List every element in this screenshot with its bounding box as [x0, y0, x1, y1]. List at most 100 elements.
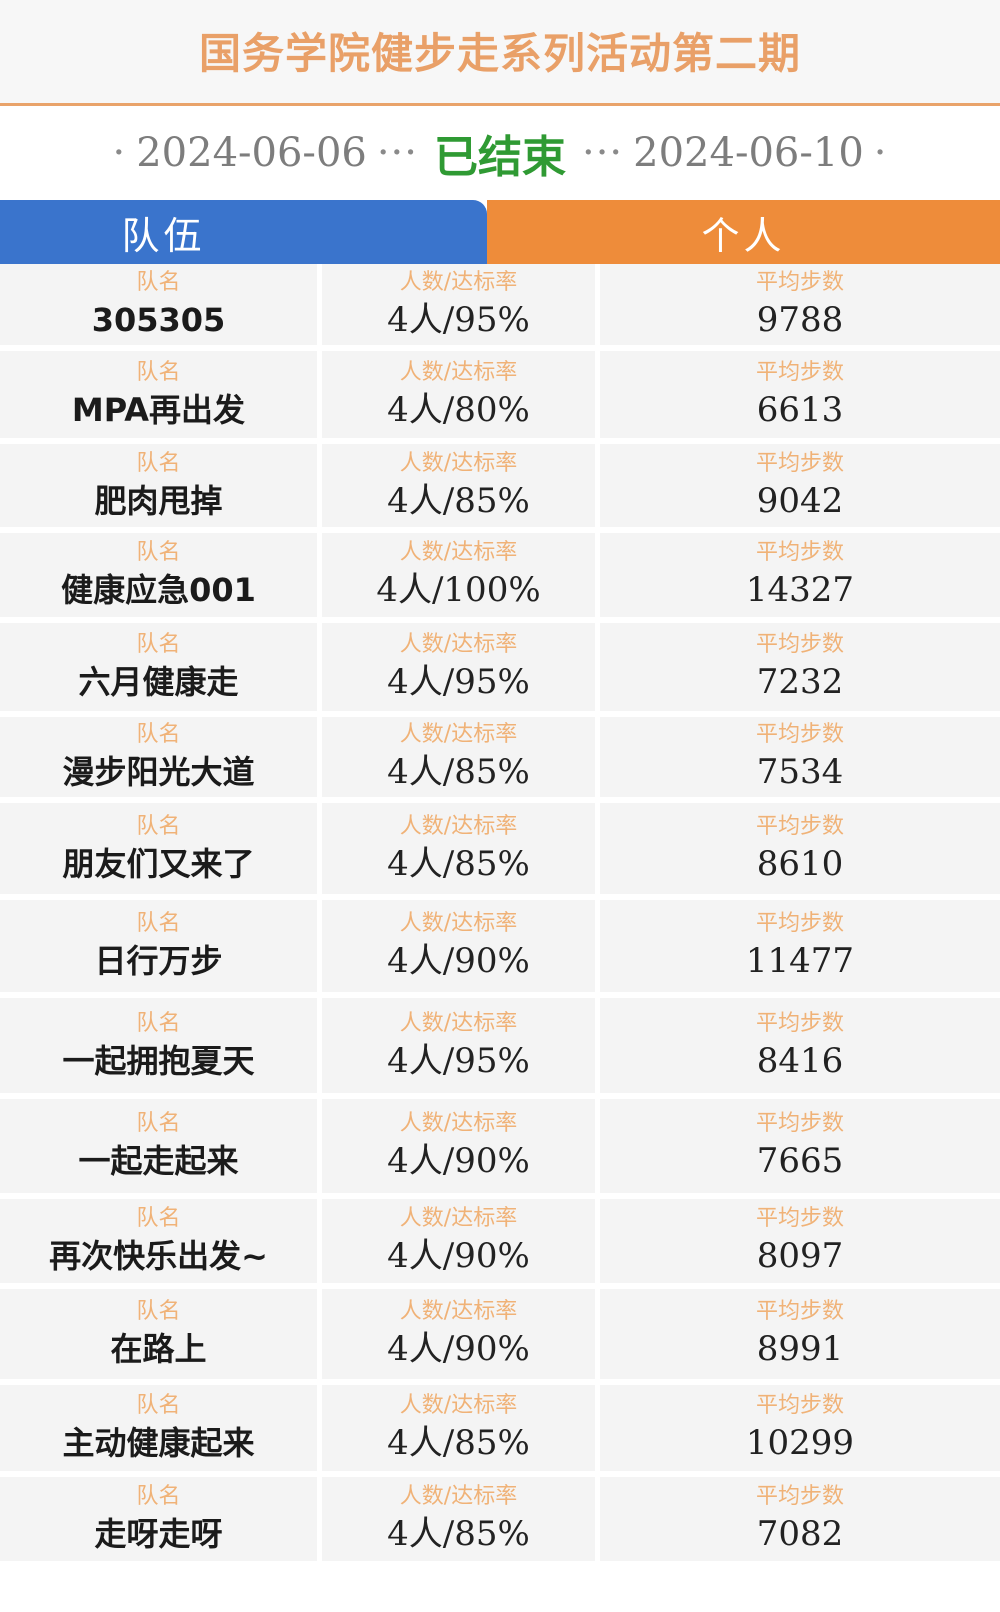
tab-personal[interactable]: 个人	[487, 200, 1000, 264]
members-rate-label: 人数/达标率	[399, 359, 518, 385]
team-row[interactable]: 队名 健康应急001 人数/达标率 4人/100% 平均步数 14327	[0, 533, 1000, 623]
avg-steps-value: 7534	[756, 752, 844, 792]
team-name-cell: 队名 再次快乐出发~	[0, 1199, 322, 1283]
team-row[interactable]: 队名 一起拥抱夏天 人数/达标率 4人/95% 平均步数 8416	[0, 998, 1000, 1099]
team-name-label: 队名	[136, 1010, 181, 1036]
members-rate-value: 4人/85%	[387, 1514, 530, 1554]
team-name-label: 队名	[136, 632, 181, 657]
avg-steps-cell: 平均步数 8416	[600, 998, 1000, 1093]
team-name-label: 队名	[136, 1111, 181, 1136]
date-range-bar: · 2024-06-06 ··· 已结束 ··· 2024-06-10 ·	[0, 106, 1000, 200]
team-row[interactable]: 队名 再次快乐出发~ 人数/达标率 4人/90% 平均步数 8097	[0, 1199, 1000, 1289]
members-rate-value: 4人/95%	[387, 299, 530, 340]
members-rate-value: 4人/85%	[387, 480, 530, 521]
members-rate-value: 4人/100%	[376, 570, 541, 610]
members-rate-cell: 人数/达标率 4人/85%	[322, 444, 600, 527]
avg-steps-cell: 平均步数 9788	[600, 264, 1000, 345]
team-name-label: 队名	[136, 722, 181, 747]
team-row[interactable]: 队名 朋友们又来了 人数/达标率 4人/85% 平均步数 8610	[0, 803, 1000, 900]
team-row[interactable]: 队名 日行万步 人数/达标率 4人/90% 平均步数 11477	[0, 900, 1000, 998]
avg-steps-value: 10299	[745, 1423, 855, 1463]
team-name: 主动健康起来	[62, 1424, 255, 1462]
ellipsis-separator: ···	[582, 130, 624, 176]
avg-steps-cell: 平均步数 7665	[600, 1099, 1000, 1193]
members-rate-cell: 人数/达标率 4人/85%	[322, 1477, 600, 1561]
team-list: 队名 305305 人数/达标率 4人/95% 平均步数 9788 队名 MPA再出发 人数/达…	[0, 264, 1000, 1567]
team-row[interactable]: 队名 MPA再出发 人数/达标率 4人/80% 平均步数 6613	[0, 351, 1000, 444]
tab-team[interactable]: 队伍	[0, 200, 487, 264]
members-rate-label: 人数/达标率	[399, 632, 518, 657]
avg-steps-label: 平均步数	[755, 1206, 844, 1231]
avg-steps-value: 6613	[756, 389, 844, 430]
avg-steps-label: 平均步数	[755, 813, 844, 839]
team-row[interactable]: 队名肥肉甩掉 人数/达标率 4人/85% 平均步数 9042	[0, 444, 1000, 533]
end-date: 2024-06-10	[633, 130, 864, 176]
avg-steps-value: 8097	[756, 1236, 844, 1276]
members-rate-label: 人数/达标率	[399, 1484, 518, 1509]
team-name-label: 队名	[136, 813, 181, 839]
members-rate-value: 4人/90%	[387, 1141, 530, 1181]
avg-steps-cell: 平均步数 9042	[600, 444, 1000, 527]
team-name-label: 队名	[136, 1484, 181, 1509]
members-rate-cell: 人数/达标率 4人/80%	[322, 351, 600, 438]
team-name-cell: 队名 朋友们又来了	[0, 803, 322, 894]
avg-steps-value: 8416	[756, 1040, 844, 1081]
members-rate-label: 人数/达标率	[399, 450, 518, 476]
avg-steps-label: 平均步数	[755, 722, 844, 747]
avg-steps-label: 平均步数	[755, 1393, 844, 1418]
avg-steps-value: 9042	[756, 480, 844, 521]
team-name-cell: 队名 305305	[0, 264, 322, 345]
team-row[interactable]: 队名 305305 人数/达标率 4人/95% 平均步数 9788	[0, 264, 1000, 351]
team-name: 305305	[91, 300, 226, 339]
team-name-cell: 队名 在路上	[0, 1289, 322, 1379]
members-rate-label: 人数/达标率	[399, 269, 518, 295]
team-name: MPA再出发	[71, 390, 246, 429]
avg-steps-cell: 平均步数 7534	[600, 717, 1000, 797]
avg-steps-label: 平均步数	[755, 450, 844, 476]
members-rate-cell: 人数/达标率 4人/95%	[322, 623, 600, 711]
members-rate-value: 4人/90%	[387, 1329, 530, 1369]
team-name: 一起走起来	[78, 1142, 239, 1180]
dot-separator: ·	[873, 130, 888, 176]
team-name-label: 队名	[136, 540, 181, 565]
team-name-label: 队名	[136, 450, 181, 476]
avg-steps-label: 平均步数	[755, 1010, 844, 1036]
team-name: 健康应急001	[61, 571, 256, 609]
team-row[interactable]: 队名 一起走起来 人数/达标率 4人/90% 平均步数 7665	[0, 1099, 1000, 1199]
team-row[interactable]: 队名 主动健康起来 人数/达标率 4人/85% 平均步数 10299	[0, 1385, 1000, 1477]
avg-steps-label: 平均步数	[755, 269, 844, 295]
team-name: 朋友们又来了	[62, 844, 255, 883]
avg-steps-label: 平均步数	[755, 632, 844, 657]
team-name: 六月健康走	[78, 663, 239, 701]
team-name-label: 队名	[136, 1299, 181, 1324]
avg-steps-cell: 平均步数 7232	[600, 623, 1000, 711]
ranking-tabs: 队伍 个人	[0, 200, 1000, 264]
team-row[interactable]: 队名 漫步阳光大道 人数/达标率 4人/85% 平均步数 7534	[0, 717, 1000, 803]
avg-steps-cell: 平均步数 7082	[600, 1477, 1000, 1561]
team-name: 在路上	[110, 1330, 207, 1368]
team-name-cell: 队名 六月健康走	[0, 623, 322, 711]
members-rate-cell: 人数/达标率 4人/85%	[322, 717, 600, 797]
avg-steps-cell: 平均步数 8610	[600, 803, 1000, 894]
team-name-cell: 队名 日行万步	[0, 900, 322, 992]
avg-steps-label: 平均步数	[755, 911, 844, 936]
team-row[interactable]: 队名 在路上 人数/达标率 4人/90% 平均步数 8991	[0, 1289, 1000, 1385]
members-rate-value: 4人/80%	[387, 389, 530, 430]
status-badge: 已结束	[434, 132, 566, 183]
team-name-cell: 队名 漫步阳光大道	[0, 717, 322, 797]
ellipsis-separator: ···	[376, 130, 418, 176]
avg-steps-label: 平均步数	[755, 359, 844, 385]
team-name: 日行万步	[94, 942, 223, 980]
avg-steps-cell: 平均步数 10299	[600, 1385, 1000, 1471]
avg-steps-label: 平均步数	[755, 1484, 844, 1509]
avg-steps-cell: 平均步数 14327	[600, 533, 1000, 617]
members-rate-label: 人数/达标率	[399, 722, 518, 747]
team-name-label: 队名	[136, 1393, 181, 1418]
team-name-cell: 队名 MPA再出发	[0, 351, 322, 438]
team-name: 肥肉甩掉	[94, 481, 223, 520]
team-row[interactable]: 队名 六月健康走 人数/达标率 4人/95% 平均步数 7232	[0, 623, 1000, 717]
team-row[interactable]: 队名 走呀走呀 人数/达标率 4人/85% 平均步数 7082	[0, 1477, 1000, 1567]
team-name: 再次快乐出发~	[49, 1237, 268, 1275]
avg-steps-value: 8991	[756, 1329, 844, 1369]
team-name-cell: 队名 一起拥抱夏天	[0, 998, 322, 1093]
